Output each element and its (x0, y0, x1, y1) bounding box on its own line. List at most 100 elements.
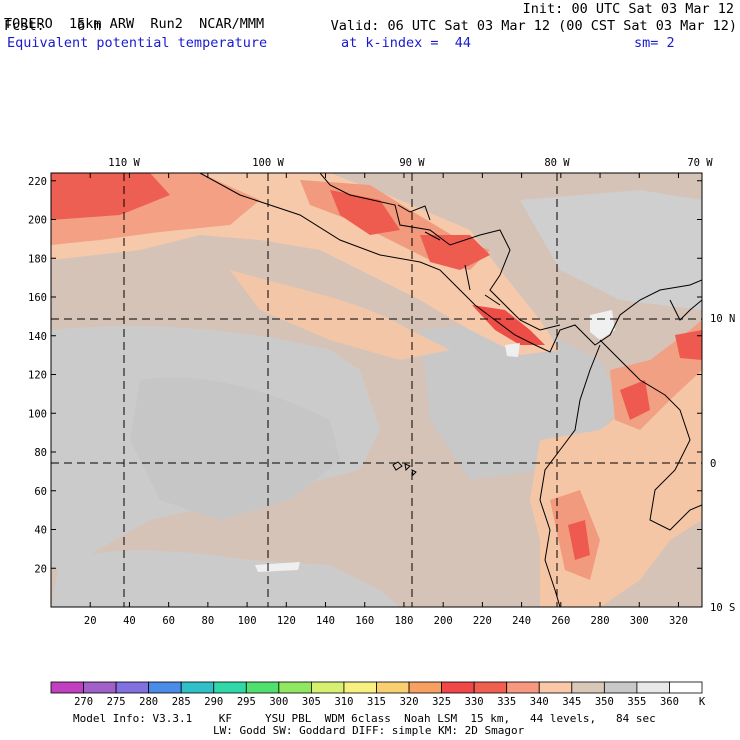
y-tick-label: 20 (34, 563, 47, 575)
colorbar-label: 350 (595, 696, 614, 708)
colorbar-swatch (441, 681, 475, 694)
x-tick-label: 220 (473, 615, 492, 627)
x-tick-label: 180 (394, 615, 413, 627)
field-red-costa-rica (472, 305, 545, 345)
field-red-peru (568, 520, 590, 560)
south-america-borders (599, 339, 702, 531)
colorbar-swatch (83, 681, 117, 694)
lat-label-equator: 0 (710, 458, 716, 470)
field-name: Equivalent potential temperature (7, 35, 268, 51)
fcst-value: 6 h (77, 18, 102, 34)
colorbar-swatch (538, 681, 573, 694)
colorbar-swatch (473, 681, 508, 694)
lon-label-110w: 110 W (108, 157, 140, 169)
y-tick-label: 120 (28, 370, 47, 382)
colorbar-swatch (50, 681, 84, 694)
south-america-west-coast (539, 344, 601, 607)
x-tick-label: 320 (669, 615, 688, 627)
colorbar-swatch (408, 681, 442, 694)
x-tick-label: 20 (84, 615, 97, 627)
x-grid-labels: 20 40 60 80 100 120 140 160 180 200 220 240 260 280 30… (84, 615, 688, 627)
x-tick-label: 100 (238, 615, 257, 627)
country-borders (397, 204, 501, 306)
coastlines (199, 173, 702, 607)
x-tick-label: 80 (202, 615, 215, 627)
field-red-nw (51, 173, 170, 220)
y-tick-label: 160 (28, 292, 47, 304)
colorbar-label: 290 (204, 696, 223, 708)
field-warm-band (230, 270, 450, 360)
y-tick-label: 180 (28, 253, 47, 265)
y-tick-label: 200 (28, 215, 47, 227)
colorbar-swatch (115, 681, 150, 694)
y-grid-labels: 220 200 180 160 140 120 100 80 60 40 20 (28, 176, 47, 576)
lon-label-80w: 80 W (544, 157, 570, 169)
x-tick-label: 280 (591, 615, 610, 627)
model-org: NCAR/MMM (199, 16, 265, 32)
colorbar-label: 270 (74, 696, 93, 708)
caribbean-coast (319, 173, 561, 331)
pacific-coast-central-america (199, 173, 702, 353)
init-time: Init: 00 UTC Sat 03 Mar 12 (522, 1, 734, 17)
x-tick-label: 200 (434, 615, 453, 627)
colorbar-swatch (506, 681, 540, 694)
field-white-gulf (505, 343, 520, 357)
lat-label-10s: 10 S (710, 602, 735, 614)
x-tick-label: 260 (551, 615, 570, 627)
colorbar-swatch (636, 681, 670, 694)
colorbar-label: 320 (400, 696, 419, 708)
y-tick-label: 40 (34, 525, 47, 537)
field-grey-south (51, 550, 400, 607)
y-tick-label: 100 (28, 408, 47, 420)
x-tick-label: 240 (512, 615, 531, 627)
lake-maracaibo (669, 299, 702, 321)
colorbar-swatch (213, 681, 247, 694)
colorbar-label: 300 (269, 696, 288, 708)
field-white-south (255, 562, 300, 572)
x-tick-label: 120 (277, 615, 296, 627)
model-run: Run2 (150, 16, 183, 32)
colorbar-label: 355 (627, 696, 646, 708)
colorbar-unit: K (699, 696, 706, 708)
x-tick-label: 300 (630, 615, 649, 627)
field-red-andes-north (620, 380, 650, 420)
colorbar-label: 340 (530, 696, 549, 708)
field-grey-caribbean (520, 190, 702, 310)
latlon-grid (51, 173, 702, 607)
plot-frame (50, 172, 703, 608)
colorbar-label: 305 (302, 696, 321, 708)
colorbar-swatch (148, 681, 182, 694)
colorbar-swatch (669, 681, 703, 694)
y-tick-label: 80 (34, 447, 47, 459)
valid-time: Valid: 06 UTC Sat 03 Mar 12 (00 CST Sat … (330, 18, 737, 34)
theta-e-field (51, 173, 702, 607)
y-tick-label: 60 (34, 486, 47, 498)
footer-line1: Model Info: V3.3.1 KF YSU PBL WDM 6class… (73, 712, 656, 725)
field-red-venezuela (675, 330, 702, 360)
field-red-guatemala (330, 190, 400, 235)
lon-label-100w: 100 W (252, 157, 284, 169)
lon-label-70w: 70 W (687, 157, 713, 169)
colorbar-label: 325 (432, 696, 451, 708)
header-line2: Fcst: 6 h (4, 19, 102, 34)
field-level: at k-index = 44 (341, 35, 472, 51)
colorbar-swatch (603, 681, 638, 694)
fcst-label: Fcst: (4, 18, 45, 34)
colorbar-label: 315 (367, 696, 386, 708)
colorbar-label: 310 (334, 696, 353, 708)
colorbar-label: 295 (237, 696, 256, 708)
colorbar-swatch (245, 681, 280, 694)
colorbar-label: 285 (172, 696, 191, 708)
colorbar-label: 335 (497, 696, 516, 708)
model-resolution: 15km ARW (69, 16, 135, 32)
x-tick-label: 160 (355, 615, 374, 627)
x-tick-label: 60 (162, 615, 175, 627)
x-tick-label: 40 (123, 615, 136, 627)
x-tick-label: 140 (316, 615, 335, 627)
field-white-panama (590, 310, 615, 340)
lat-label-10n: 10 N (710, 313, 735, 325)
colorbar-swatch (571, 681, 605, 694)
colorbar-swatch (180, 681, 215, 694)
colorbar-label: 280 (139, 696, 158, 708)
